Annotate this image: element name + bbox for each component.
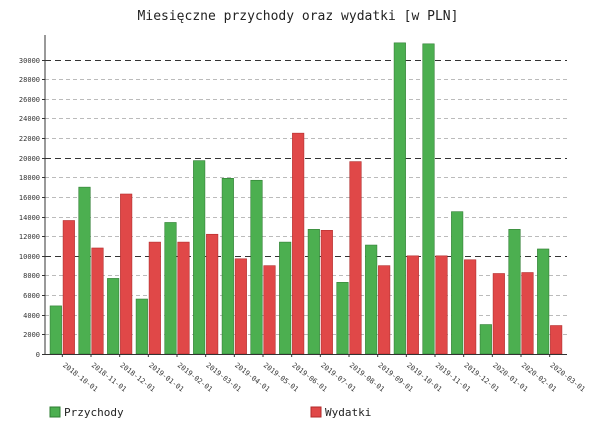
legend-label-przychody: Przychody <box>64 406 124 419</box>
legend: Przychody Wydatki <box>49 406 371 419</box>
bar-wydatki <box>263 265 276 355</box>
y-tick-label: 4000 <box>23 312 40 320</box>
bar-wydatki <box>177 241 190 355</box>
bar-wydatki <box>234 258 247 355</box>
y-tick-label: 20000 <box>19 155 40 163</box>
y-tick-label: 12000 <box>19 233 40 241</box>
y-tick-label: 22000 <box>19 135 40 143</box>
bar-przychody <box>365 244 378 355</box>
y-tick-label: 10000 <box>19 253 40 261</box>
bar-przychody <box>78 186 91 355</box>
bar-wydatki <box>62 220 75 355</box>
bar-wydatki <box>91 247 104 355</box>
bars <box>49 42 563 355</box>
bar-przychody <box>307 229 320 355</box>
y-axis-ticks: 0 2000 4000 6000 8000 10000 12000 14000 16000 180… <box>19 57 45 359</box>
bar-wydatki <box>120 193 133 355</box>
bar-wydatki <box>464 259 477 355</box>
legend-swatch-wydatki <box>310 406 322 418</box>
grid-lines <box>45 60 567 335</box>
bar-przychody <box>336 282 349 355</box>
y-tick-label: 14000 <box>19 214 40 222</box>
y-tick-label: 8000 <box>23 272 40 280</box>
bar-wydatki <box>148 241 161 355</box>
bar-przychody <box>107 278 120 355</box>
bar-przychody <box>164 222 177 355</box>
bar-przychody <box>250 179 263 355</box>
bar-przychody <box>221 178 234 355</box>
bar-wydatki <box>206 233 219 355</box>
bar-wydatki <box>550 325 563 355</box>
y-tick-label: 2000 <box>23 331 40 339</box>
y-tick-label: 6000 <box>23 292 40 300</box>
chart-title: Miesięczne przychody oraz wydatki [w PLN… <box>138 9 459 24</box>
bar-przychody <box>279 241 292 355</box>
bar-przychody <box>193 160 206 355</box>
bar-przychody <box>537 248 550 355</box>
bar-wydatki <box>349 161 362 355</box>
y-tick-label: 18000 <box>19 174 40 182</box>
bar-wydatki <box>378 265 391 355</box>
bar-przychody <box>49 305 62 355</box>
bar-przychody <box>451 211 464 355</box>
bar-wydatki <box>292 132 305 355</box>
bar-wydatki <box>492 273 505 355</box>
bar-przychody <box>135 298 148 355</box>
bar-przychody <box>479 324 492 355</box>
y-tick-label: 0 <box>36 351 40 359</box>
bar-wydatki <box>435 255 448 355</box>
y-tick-label: 16000 <box>19 194 40 202</box>
legend-label-wydatki: Wydatki <box>325 406 371 419</box>
bar-przychody <box>393 42 406 355</box>
x-axis-ticks: 2018-10-012018-11-012018-12-012019-01-01… <box>61 354 587 394</box>
y-tick-label: 24000 <box>19 115 40 123</box>
y-tick-label: 30000 <box>19 57 40 65</box>
y-tick-label: 28000 <box>19 76 40 84</box>
bar-wydatki <box>406 255 419 355</box>
bar-przychody <box>422 43 435 355</box>
bar-wydatki <box>320 230 333 355</box>
legend-swatch-przychody <box>49 406 61 418</box>
bar-przychody <box>508 229 521 355</box>
bar-wydatki <box>521 272 534 355</box>
y-tick-label: 26000 <box>19 96 40 104</box>
